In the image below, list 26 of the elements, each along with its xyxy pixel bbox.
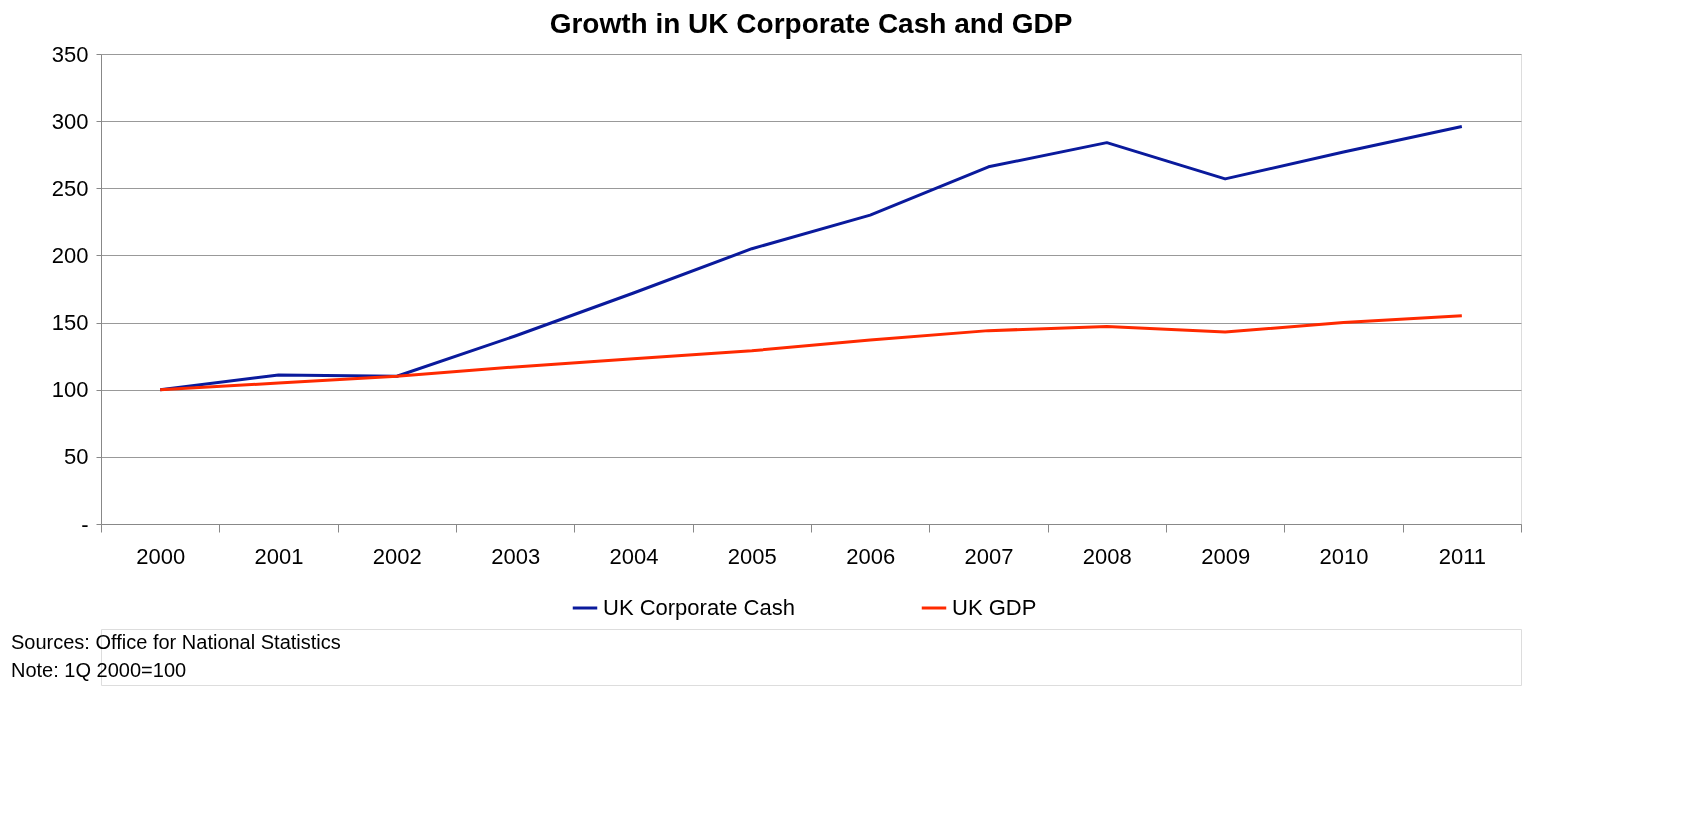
- y-tick-label: 100: [51, 377, 89, 403]
- x-tick-label: 2003: [491, 543, 541, 569]
- legend-label: UK GDP: [952, 595, 1037, 620]
- text: Note: 1Q 2000=100: [11, 659, 187, 681]
- x-tick-label: 2008: [1082, 543, 1132, 569]
- y-tick-label: 300: [51, 108, 89, 134]
- x-tick-label: 2007: [964, 543, 1014, 569]
- y-tick-label: -: [81, 511, 89, 537]
- x-tick-label: 2004: [609, 543, 659, 569]
- y-tick-label: 350: [51, 41, 89, 67]
- line-series: [158, 314, 1464, 392]
- chart-title: Growth in UK Corporate Cash and GDP: [549, 8, 1073, 39]
- legend-label: UK Corporate Cash: [603, 595, 795, 620]
- y-tick-label: 250: [51, 175, 89, 201]
- y-tick-label: 50: [64, 444, 89, 470]
- x-tick-label: 2006: [846, 543, 896, 569]
- x-tick-label: 2005: [727, 543, 777, 569]
- x-tick-label: 2002: [372, 543, 422, 569]
- source-note: Sources: Office for National Statistics: [11, 631, 341, 653]
- y-tick-label: 200: [51, 242, 89, 268]
- x-tick-label: 2009: [1201, 543, 1251, 569]
- x-tick-label: 2001: [254, 543, 304, 569]
- y-tick-label: 150: [51, 310, 89, 336]
- x-tick-label: 2010: [1319, 543, 1369, 569]
- x-tick-label: 2000: [136, 543, 186, 569]
- x-tick-label: 2011: [1438, 543, 1486, 569]
